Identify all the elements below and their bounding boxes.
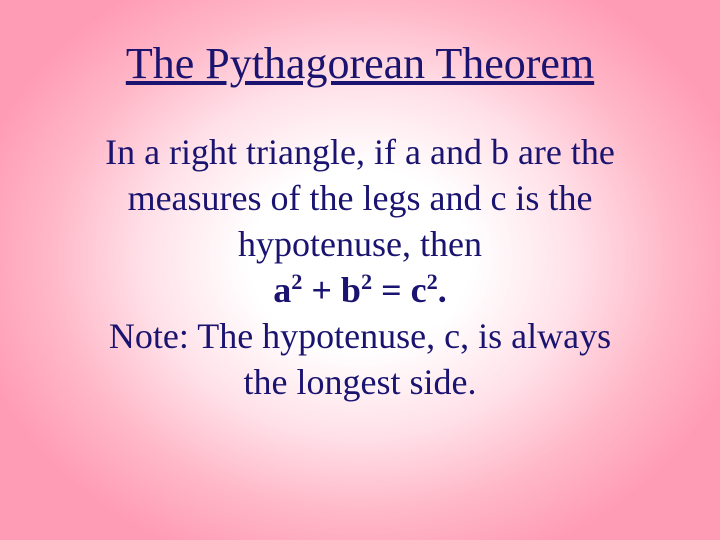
body-line-6: the longest side. xyxy=(64,359,656,405)
formula-exp-2: 2 xyxy=(361,269,372,294)
formula-a: a xyxy=(273,270,291,310)
body-line-3: hypotenuse, then xyxy=(64,221,656,267)
formula-exp-1: 2 xyxy=(291,269,302,294)
formula-eq: = xyxy=(372,270,411,310)
formula-line: a2 + b2 = c2. xyxy=(64,267,656,313)
body-line-1: In a right triangle, if a and b are the xyxy=(64,129,656,175)
formula-b: b xyxy=(341,270,361,310)
formula-c: c xyxy=(411,270,427,310)
slide: The Pythagorean Theorem In a right trian… xyxy=(0,0,720,540)
formula-exp-3: 2 xyxy=(427,269,438,294)
body-line-5: Note: The hypotenuse, c, is always xyxy=(64,313,656,359)
formula-plus: + xyxy=(302,270,341,310)
slide-body: In a right triangle, if a and b are the … xyxy=(50,129,670,405)
slide-title: The Pythagorean Theorem xyxy=(50,38,670,89)
body-line-2: measures of the legs and c is the xyxy=(64,175,656,221)
formula-period: . xyxy=(438,270,447,310)
